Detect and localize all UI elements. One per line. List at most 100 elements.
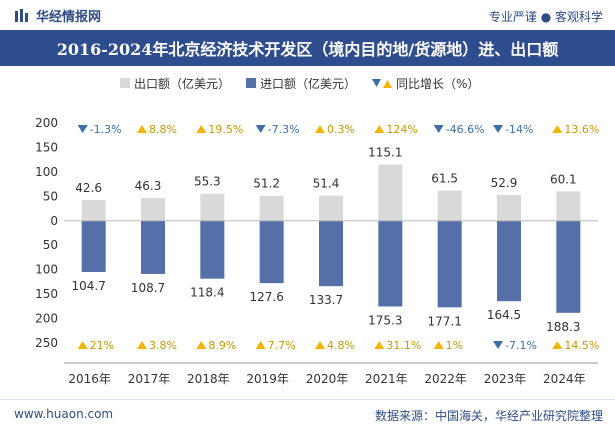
- import-value-label: 164.5: [487, 308, 521, 322]
- export-growth-down-icon: [255, 125, 266, 133]
- export-bar: [319, 195, 343, 221]
- import-growth-up-icon: [196, 341, 207, 349]
- x-tick-label: 2023年: [484, 372, 527, 386]
- export-growth-up-icon: [315, 125, 325, 133]
- export-value-label: 55.3: [194, 175, 221, 189]
- import-growth-label: 14.5%: [564, 339, 599, 352]
- import-bar: [141, 220, 165, 274]
- import-value-label: 118.4: [190, 286, 224, 300]
- import-growth-label: 3.8%: [149, 339, 177, 352]
- export-bar: [81, 199, 106, 221]
- export-bar: [497, 194, 521, 221]
- chart-title-bar: 2016-2024年北京经济技术开发区（境内目的地/货源地）进、出口额: [0, 30, 615, 66]
- export-bar: [141, 198, 165, 221]
- slogan: 专业严谨 ● 客观科学: [488, 10, 603, 24]
- export-growth-label: 19.5%: [208, 123, 243, 136]
- import-growth-label: 7.7%: [268, 339, 296, 352]
- import-value-label: 175.3: [368, 313, 402, 327]
- export-bar: [259, 195, 284, 221]
- import-growth-up-icon: [374, 341, 385, 349]
- export-bar: [378, 164, 403, 221]
- import-growth-up-icon: [255, 341, 266, 349]
- import-value-label: 104.7: [71, 279, 105, 293]
- legend-growth-down-icon: [372, 79, 382, 87]
- import-growth-up-icon: [433, 341, 444, 349]
- footer-website-link[interactable]: www.huaon.com: [14, 407, 114, 421]
- export-growth-up-icon: [196, 125, 207, 133]
- y-tick-label: 50: [43, 189, 58, 203]
- x-tick-label: 2018年: [187, 372, 230, 386]
- y-tick-label: 200: [35, 116, 58, 130]
- export-value-label: 52.9: [491, 176, 518, 190]
- export-growth-label: -7.3%: [268, 123, 300, 136]
- x-tick-label: 2017年: [128, 372, 171, 386]
- export-value-label: 60.1: [550, 172, 577, 186]
- export-value-label: 42.6: [75, 181, 102, 195]
- export-bar: [437, 190, 462, 221]
- y-tick-label: 200: [35, 312, 58, 326]
- import-bar: [200, 220, 225, 279]
- export-growth-down-icon: [433, 125, 444, 133]
- import-growth-label: 1%: [446, 339, 463, 352]
- import-growth-down-icon: [493, 341, 503, 349]
- export-bar: [200, 193, 225, 221]
- export-value-label: 51.4: [313, 177, 340, 191]
- logo[interactable]: 华经情报网: [14, 6, 101, 25]
- x-tick-label: 2020年: [306, 372, 349, 386]
- export-bar: [556, 191, 581, 221]
- export-value-label: 115.1: [368, 146, 402, 160]
- import-value-label: 133.7: [309, 293, 343, 307]
- y-tick-label: 100: [35, 165, 58, 179]
- export-growth-up-icon: [552, 125, 563, 133]
- export-value-label: 46.3: [135, 179, 162, 193]
- y-tick-label: 150: [35, 287, 58, 301]
- import-value-label: 127.6: [249, 290, 283, 304]
- x-tick-label: 2019年: [246, 372, 289, 386]
- logo-text: 华经情报网: [36, 10, 102, 25]
- chart-title: 2016-2024年北京经济技术开发区（境内目的地/货源地）进、出口额: [56, 40, 559, 59]
- x-tick-label: 2016年: [68, 372, 111, 386]
- import-growth-label: -7.1%: [505, 339, 537, 352]
- export-value-label: 51.2: [253, 177, 280, 191]
- import-bar: [81, 220, 106, 272]
- legend-growth-label: 同比增长（%）: [396, 77, 479, 91]
- export-growth-label: 124%: [386, 123, 417, 136]
- footer-source: 数据来源：中国海关，华经产业研究院整理: [374, 409, 603, 423]
- export-growth-label: 0.3%: [327, 123, 355, 136]
- export-growth-down-icon: [77, 125, 88, 133]
- export-growth-up-icon: [374, 125, 385, 133]
- legend-export-label: 出口额（亿美元）: [134, 76, 230, 91]
- import-bar: [437, 220, 462, 308]
- import-growth-label: 4.8%: [327, 339, 355, 352]
- export-growth-label: -1.3%: [90, 123, 122, 136]
- import-growth-up-icon: [77, 341, 88, 349]
- import-bar: [259, 220, 284, 284]
- import-bar: [378, 220, 403, 307]
- x-tick-label: 2024年: [543, 372, 586, 386]
- legend-export-swatch: [120, 78, 130, 88]
- export-growth-label: 8.8%: [149, 123, 177, 136]
- export-growth-label: -46.6%: [446, 123, 485, 136]
- import-growth-label: 31.1%: [386, 339, 421, 352]
- x-tick-label: 2021年: [365, 372, 408, 386]
- y-tick-label: 150: [35, 140, 58, 154]
- top-bar: 华经情报网 专业严谨 ● 客观科学: [0, 0, 615, 30]
- import-bar: [556, 220, 581, 313]
- footer: www.huaon.com 数据来源：中国海关，华经产业研究院整理: [0, 399, 615, 428]
- y-tick-label: 250: [35, 336, 58, 350]
- y-tick-label: 100: [35, 263, 58, 277]
- export-growth-label: 13.6%: [564, 123, 599, 136]
- legend-growth-up-icon: [383, 80, 393, 88]
- import-growth-up-icon: [315, 341, 325, 349]
- import-value-label: 108.7: [131, 281, 165, 295]
- legend-import-swatch: [246, 78, 257, 88]
- y-tick-label: 50: [43, 238, 58, 252]
- import-growth-up-icon: [137, 341, 147, 349]
- x-tick-label: 2022年: [424, 372, 467, 386]
- export-growth-label: -14%: [505, 123, 533, 136]
- export-value-label: 61.5: [431, 172, 458, 186]
- import-growth-up-icon: [552, 341, 563, 349]
- import-value-label: 177.1: [427, 314, 461, 328]
- y-tick-label: 0: [50, 214, 58, 228]
